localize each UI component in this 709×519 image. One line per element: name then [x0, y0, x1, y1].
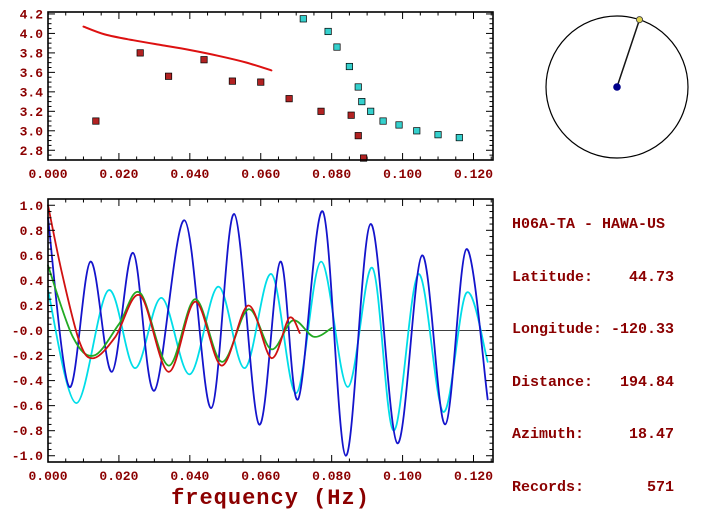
- marker-cyan-picks[interactable]: [455, 134, 463, 142]
- y-tick-label: -0.4: [12, 374, 43, 389]
- x-tick-label: 0.020: [99, 167, 138, 182]
- y-tick-label: 2.8: [20, 144, 44, 159]
- station-title: H06A-TA - HAWA-US: [512, 216, 666, 233]
- azimuth-line: [616, 19, 641, 88]
- x-axis-label: frequency (Hz): [171, 486, 370, 511]
- x-tick-label: 0.060: [241, 469, 280, 484]
- station-row-label: Records:: [512, 478, 585, 496]
- marker-cyan-picks[interactable]: [324, 27, 332, 36]
- station-row-azimuth: Azimuth: 18.47: [512, 426, 674, 444]
- station-row-value: -120.33: [610, 321, 674, 338]
- station-row-longitude: Longitude: -120.33: [512, 321, 674, 339]
- station-row-latitude: Latitude: 44.73: [512, 269, 674, 287]
- marker-red-picks[interactable]: [257, 78, 265, 86]
- station-row-records: Records: 571: [512, 479, 674, 497]
- series-cyan-trace: [47, 260, 489, 432]
- marker-red-picks[interactable]: [136, 49, 144, 57]
- station-row-value: 44.73: [628, 268, 674, 286]
- x-tick-label: 0.100: [383, 469, 422, 484]
- center-dot: [613, 83, 621, 91]
- marker-red-picks[interactable]: [228, 77, 236, 85]
- y-tick-label: 0.6: [20, 249, 44, 264]
- station-row-value: 194.84: [619, 373, 674, 391]
- azimuth-marker-dot: [635, 16, 644, 24]
- station-row-label: Distance:: [512, 373, 594, 391]
- x-tick-label: 0.000: [28, 469, 67, 484]
- marker-cyan-picks[interactable]: [379, 117, 387, 125]
- series-blue-trace: [47, 210, 489, 457]
- marker-cyan-picks[interactable]: [333, 43, 341, 51]
- marker-cyan-picks[interactable]: [358, 98, 366, 106]
- azimuth-dial: [545, 15, 689, 159]
- waveform-plot[interactable]: 0.000 0.020 0.040 0.060 0.080 0.100 0.120 -1.0 -…: [0, 189, 505, 489]
- y-tick-label: 0.2: [20, 299, 44, 314]
- x-tick-label: 0.020: [99, 469, 138, 484]
- dispersion-plot[interactable]: 0.000 0.020 0.040 0.060 0.080 0.100 0.120 2.8 3.…: [0, 0, 505, 190]
- marker-cyan-picks[interactable]: [367, 107, 375, 115]
- marker-cyan-picks[interactable]: [434, 131, 442, 139]
- y-tick-label: 3.4: [20, 85, 44, 100]
- station-row-label: Azimuth:: [512, 426, 585, 443]
- marker-red-picks[interactable]: [347, 111, 355, 119]
- x-tick-label: 0.000: [28, 167, 67, 182]
- station-row-value: 571: [646, 478, 674, 496]
- plot-frame: [47, 11, 494, 161]
- marker-cyan-picks[interactable]: [299, 15, 307, 23]
- marker-red-picks[interactable]: [92, 117, 100, 125]
- y-tick-label: 3.6: [20, 66, 44, 81]
- y-tick-label: -1.0: [12, 449, 43, 464]
- y-tick-label: -0.2: [12, 349, 43, 364]
- x-tick-label: 0.120: [454, 469, 493, 484]
- x-tick-label: 0.080: [312, 167, 351, 182]
- y-tick-label: 0.4: [20, 274, 44, 289]
- marker-red-picks[interactable]: [354, 132, 362, 140]
- y-tick-label: -0.6: [12, 399, 43, 414]
- y-tick-label: 3.2: [20, 105, 44, 120]
- series-reference-curve: [82, 25, 273, 72]
- y-tick-label: 3.8: [20, 46, 44, 61]
- y-tick-label: -0.0: [12, 324, 43, 339]
- station-info-panel: H06A-TA - HAWA-US Latitude: 44.73 Longitu…: [512, 181, 674, 519]
- marker-cyan-picks[interactable]: [345, 62, 353, 71]
- x-tick-label: 0.080: [312, 469, 351, 484]
- x-tick-label: 0.040: [170, 469, 209, 484]
- series-red-trace: [47, 204, 301, 373]
- marker-red-picks[interactable]: [317, 107, 325, 115]
- station-row-label: Longitude:: [512, 321, 603, 338]
- marker-cyan-picks[interactable]: [354, 83, 362, 91]
- marker-red-picks[interactable]: [285, 95, 293, 103]
- y-tick-label: 3.0: [20, 124, 44, 139]
- marker-red-picks[interactable]: [200, 56, 208, 64]
- x-tick-label: 0.100: [383, 167, 422, 182]
- y-tick-label: 4.0: [20, 27, 44, 42]
- y-tick-label: 4.2: [20, 7, 44, 22]
- y-tick-label: -0.8: [12, 424, 43, 439]
- x-tick-label: 0.060: [241, 167, 280, 182]
- marker-cyan-picks[interactable]: [413, 127, 421, 135]
- y-tick-label: 1.0: [20, 199, 44, 214]
- azimuth-circle: [545, 15, 689, 159]
- station-row-distance: Distance: 194.84: [512, 374, 674, 392]
- station-row-label: Latitude:: [512, 268, 594, 286]
- x-tick-label: 0.040: [170, 167, 209, 182]
- series-green-trace: [47, 264, 333, 367]
- x-tick-label: 0.120: [454, 167, 493, 182]
- marker-red-picks[interactable]: [165, 72, 173, 80]
- station-row-value: 18.47: [628, 426, 674, 443]
- y-tick-label: 0.8: [20, 224, 44, 239]
- marker-cyan-picks[interactable]: [395, 121, 403, 129]
